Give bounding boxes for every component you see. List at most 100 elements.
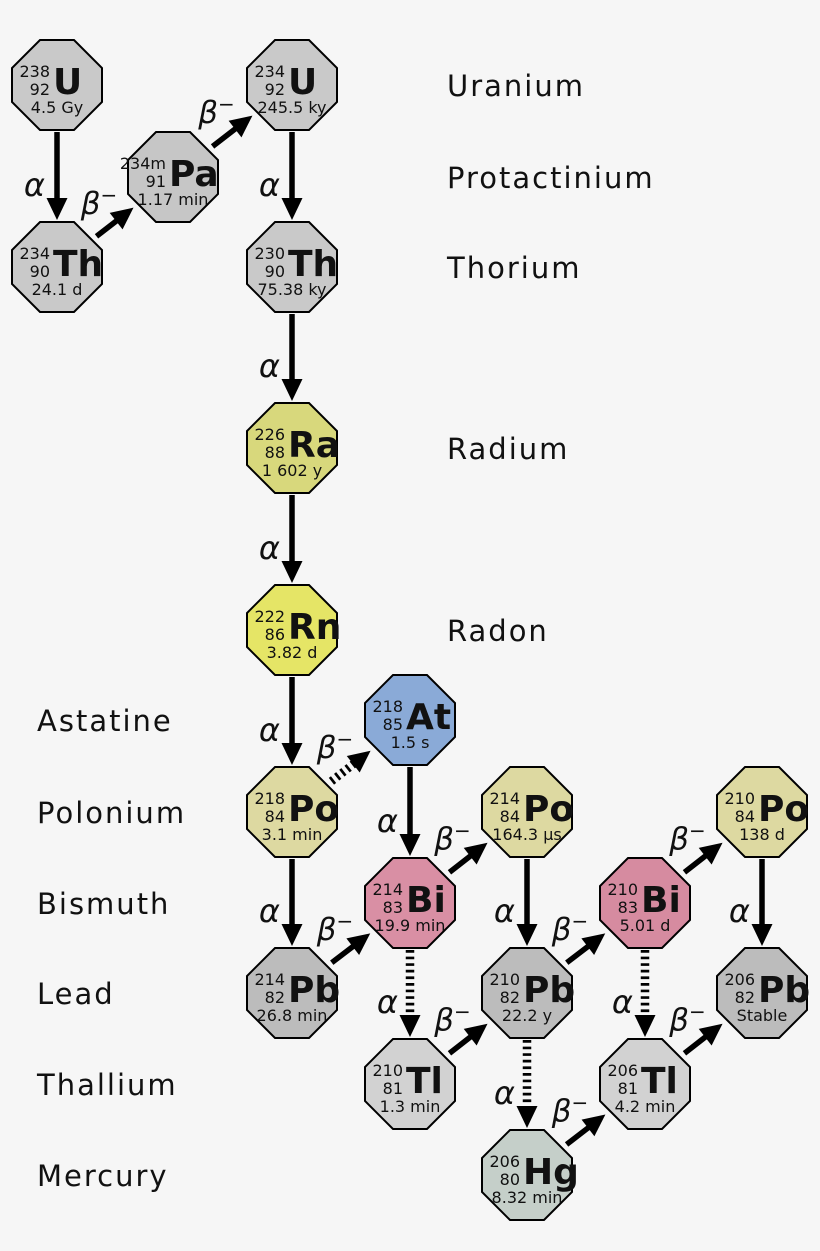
atomic-number: 82 [265,988,285,1007]
octagon-shape [599,1038,691,1130]
beta-decay-label: β− [668,819,706,858]
mass-number: 210 [607,880,638,899]
arrowhead [109,207,134,230]
decay-arrow-alpha-bi214-tl210: α [377,950,421,1037]
octagon-shape [481,766,573,858]
mass-number: 206 [489,1152,520,1171]
octagon-shape [599,857,691,949]
half-life: 1.5 s [391,733,430,752]
half-life: 4.5 Gy [31,98,83,117]
alpha-decay-label: α [259,892,280,930]
decay-arrow-alpha-bi210-tl206: α [612,950,656,1037]
mass-number: 238 [19,62,50,81]
decay-arrow-beta-pa234m-u234: β− [197,92,253,149]
mass-number: 222 [254,607,285,626]
decay-arrow-beta-bi214-po214: β− [433,819,488,875]
mass-number: 214 [254,970,285,989]
octagon-shape [11,39,103,131]
arrowhead [281,743,303,765]
beta-decay-label: β− [433,819,471,858]
arrowhead [634,1015,656,1037]
alpha-decay-label: α [494,892,515,930]
element-symbol: Tl [641,1061,678,1102]
alpha-decay-label: α [377,802,398,840]
octagon-shape [364,1038,456,1130]
atomic-number: 83 [618,898,638,917]
alpha-decay-label: α [377,983,398,1021]
arrowhead [698,1023,723,1046]
arrowhead [751,924,773,946]
element-label-protactinium: Protactinium [447,161,655,195]
alpha-decay-label: α [612,983,633,1021]
decay-arrow-alpha-ra226-rn222: α [259,495,303,583]
beta-decay-label: β− [197,92,235,131]
atomic-number: 84 [500,807,520,826]
decay-arrow-alpha-po214-pb210: α [494,859,538,946]
half-life: Stable [737,1006,788,1025]
half-life: 22.2 y [502,1006,552,1025]
half-life: 26.8 min [257,1006,328,1025]
atomic-number: 90 [30,262,50,281]
arrowhead [516,1106,538,1128]
element-label-lead: Lead [37,977,115,1011]
atomic-number: 84 [735,807,755,826]
beta-decay-label: β− [668,1000,706,1039]
element-symbol: Bi [406,880,446,921]
arrowhead [463,842,488,865]
decay-arrow-alpha-rn222-po218: α [259,677,303,765]
decay-arrow-beta-bi210-po210: β− [668,819,723,875]
atomic-number: 91 [146,172,166,191]
mass-number: 206 [607,1061,638,1080]
half-life: 1.17 min [138,190,209,209]
element-symbol: Pb [288,970,340,1011]
element-label-polonium: Polonium [37,796,186,830]
half-life: 138 d [739,825,785,844]
element-symbol: Po [288,789,339,830]
atomic-number: 92 [30,80,50,99]
element-symbol: Rn [288,607,341,648]
alpha-decay-label: α [259,347,280,385]
half-life: 8.32 min [492,1188,563,1207]
element-symbol: U [53,62,82,103]
mass-number: 226 [254,425,285,444]
element-symbol: Hg [523,1152,579,1193]
element-label-thorium: Thorium [446,251,581,285]
arrowhead [463,1023,488,1046]
element-symbol: At [406,697,451,738]
alpha-decay-label: α [494,1074,515,1112]
mass-number: 230 [254,244,285,263]
octagon-shape [716,766,808,858]
element-symbol: Ra [288,425,340,466]
beta-decay-label: β− [433,1000,471,1039]
half-life: 5.01 d [620,916,671,935]
arrowhead [281,924,303,946]
octagon-shape [246,221,338,313]
decay-arrow-beta-hg206-tl206: β− [551,1091,606,1147]
arrowhead [581,1114,606,1137]
decay-arrow-beta-tl206-pb206: β− [668,1000,723,1056]
atomic-number: 81 [618,1079,638,1098]
atomic-number: 90 [265,262,285,281]
element-label-mercury: Mercury [37,1159,169,1193]
atomic-number: 80 [500,1170,520,1189]
decay-arrow-alpha-th230-ra226: α [259,314,303,401]
half-life: 75.38 ky [257,280,326,299]
arrowhead [346,933,371,956]
beta-decay-label: β− [551,909,589,948]
decay-arrow-alpha-u238-th234: α [24,132,68,220]
mass-number: 210 [372,1061,403,1080]
